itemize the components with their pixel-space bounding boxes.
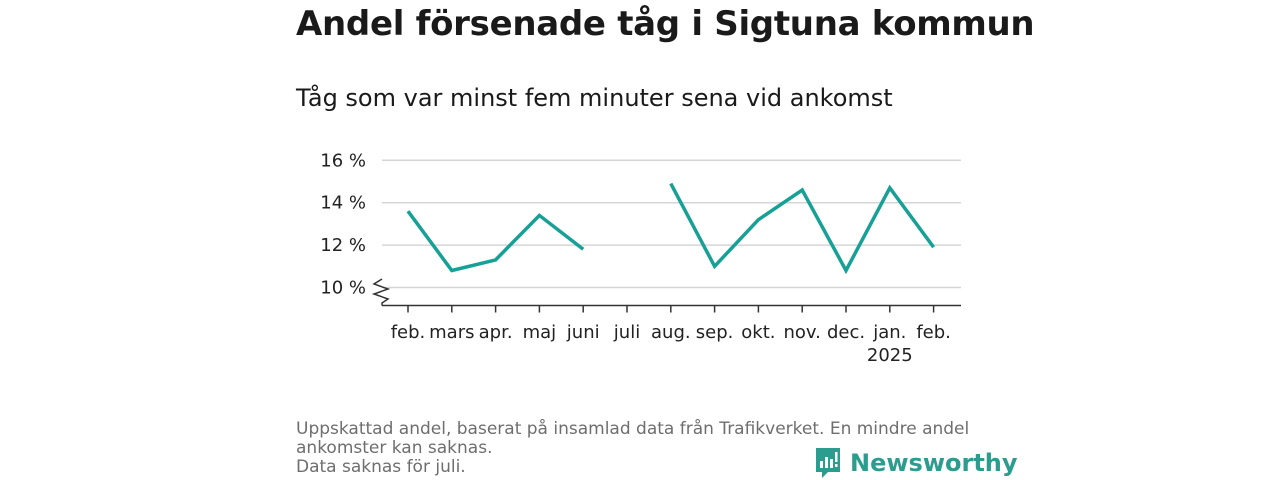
footnote-missing-data: Data saknas för juli. [296, 457, 466, 477]
x-tick-label: aug. [651, 322, 691, 343]
line-chart: 10 %12 %14 %16 %feb. mars apr. maj juni juli a… [320, 150, 961, 366]
x-tick-label: okt. [741, 322, 775, 343]
x-tick-label: jan. [872, 322, 906, 343]
y-tick-label: 10 % [320, 278, 366, 299]
x-year-label: 2025 [867, 345, 913, 366]
x-tick-label: juli [613, 322, 640, 343]
y-tick-label: 16 % [320, 150, 366, 171]
y-tick-label: 12 % [320, 235, 366, 256]
x-tick-label: nov. [783, 322, 820, 343]
brand-name: Newsworthy [850, 449, 1018, 477]
x-tick-label: feb. [916, 322, 951, 343]
x-tick-label: mars [429, 322, 474, 343]
newsworthy-logo-icon [816, 448, 840, 478]
chart-subtitle: Tåg som var minst fem minuter sena vid a… [296, 84, 893, 112]
x-tick-label: maj [523, 322, 557, 343]
x-tick-label: dec. [827, 322, 865, 343]
x-tick-label: juni [566, 322, 600, 343]
footnote-source: Uppskattad andel, baserat på insamlad da… [296, 419, 970, 458]
x-tick-label: apr. [479, 322, 513, 343]
chart-title: Andel försenade tåg i Sigtuna kommun [296, 4, 1035, 44]
y-axis-break-icon [371, 278, 391, 306]
series-line [669, 182, 936, 275]
x-tick-label: feb. [391, 322, 426, 343]
series-line [406, 210, 585, 273]
newsworthy-brand: Newsworthy [814, 446, 1018, 480]
x-tick-label: sep. [696, 322, 734, 343]
chart-footnote: Uppskattad andel, baserat på insamlad da… [296, 420, 986, 477]
y-tick-label: 14 % [320, 193, 366, 214]
